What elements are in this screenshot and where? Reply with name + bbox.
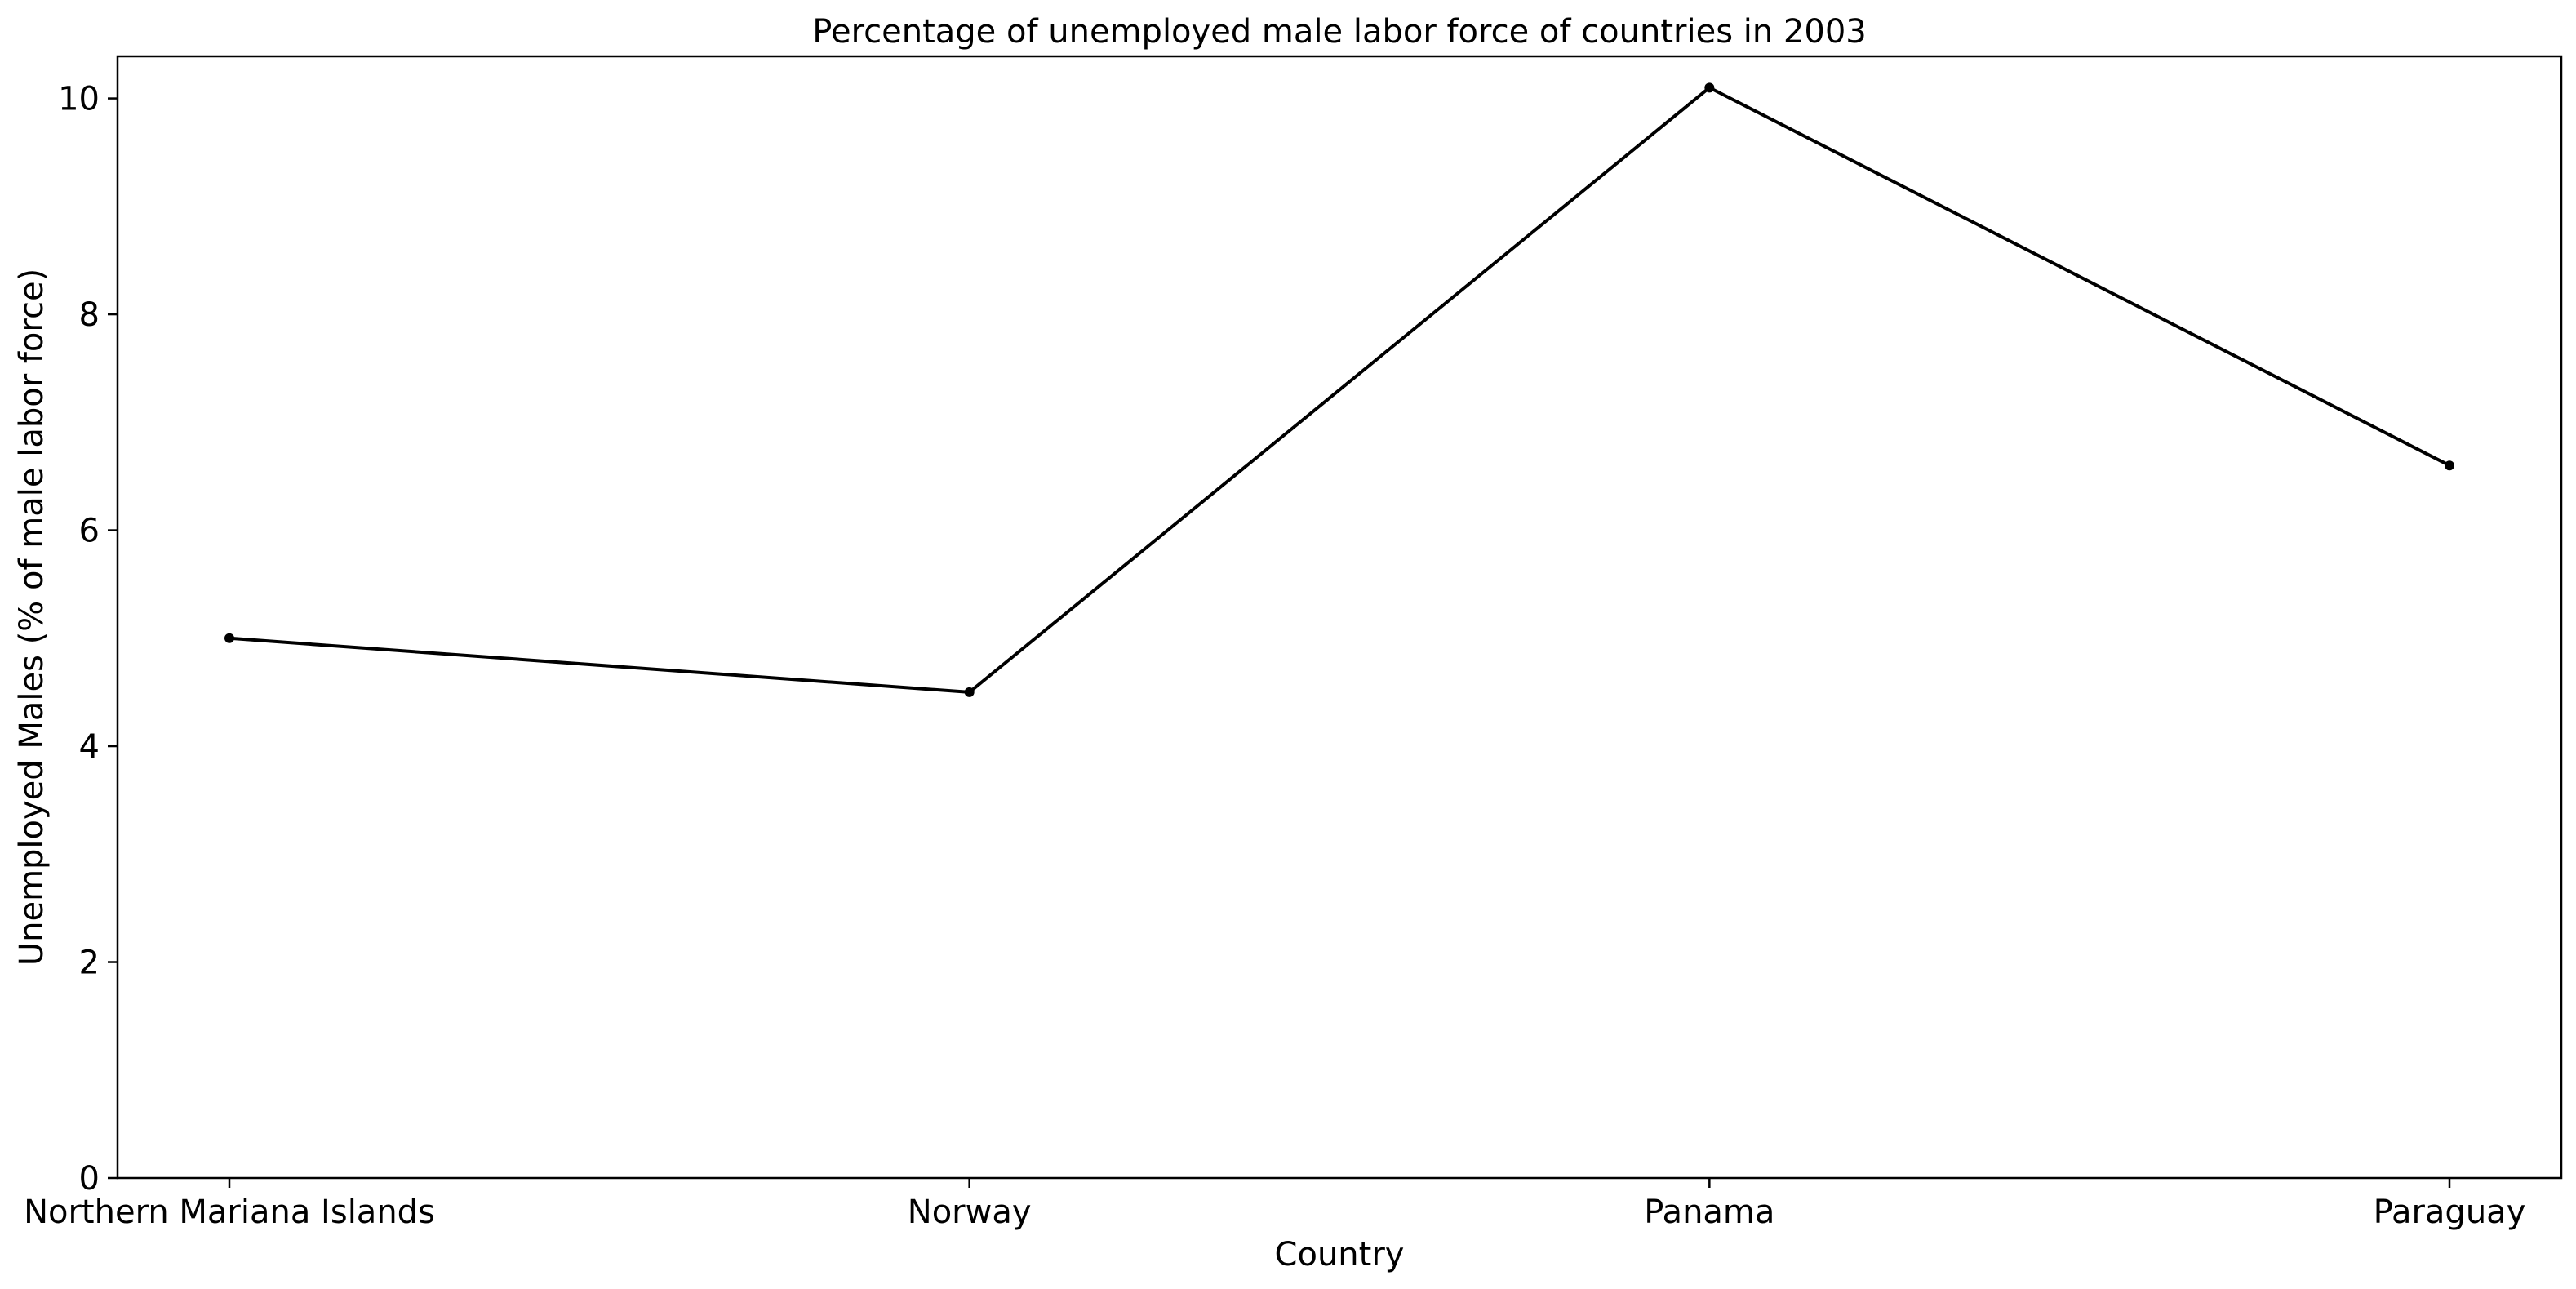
series-line xyxy=(229,86,2450,694)
series-layer xyxy=(224,82,2454,697)
plot-frame xyxy=(116,55,2563,1180)
y-axis-label: Unemployed Males (% of male labor force) xyxy=(13,269,51,966)
x-tick-label: Northern Mariana Islands xyxy=(24,1193,435,1231)
y-tick-label: 2 xyxy=(79,945,100,982)
x-tick-label: Panama xyxy=(1644,1193,1774,1231)
y-axis-ticks: 0 2 4 6 8 10 xyxy=(58,81,118,1198)
x-axis-ticks: Northern Mariana Islands Norway Panama Para… xyxy=(24,1178,2525,1231)
y-tick-label: 8 xyxy=(79,296,100,334)
y-tick-label: 10 xyxy=(58,81,100,118)
data-point xyxy=(1704,82,1715,93)
x-tick-label: Norway xyxy=(908,1193,1032,1231)
chart-title: Percentage of unemployed male labor forc… xyxy=(812,13,1866,51)
y-tick-label: 0 xyxy=(79,1160,100,1198)
x-axis-label: Country xyxy=(1275,1236,1405,1273)
y-tick-label: 4 xyxy=(79,728,100,766)
y-tick-label: 6 xyxy=(79,513,100,550)
data-point xyxy=(2445,460,2454,471)
data-point xyxy=(964,687,975,697)
x-tick-label: Paraguay xyxy=(2374,1193,2526,1231)
data-point xyxy=(224,633,234,643)
